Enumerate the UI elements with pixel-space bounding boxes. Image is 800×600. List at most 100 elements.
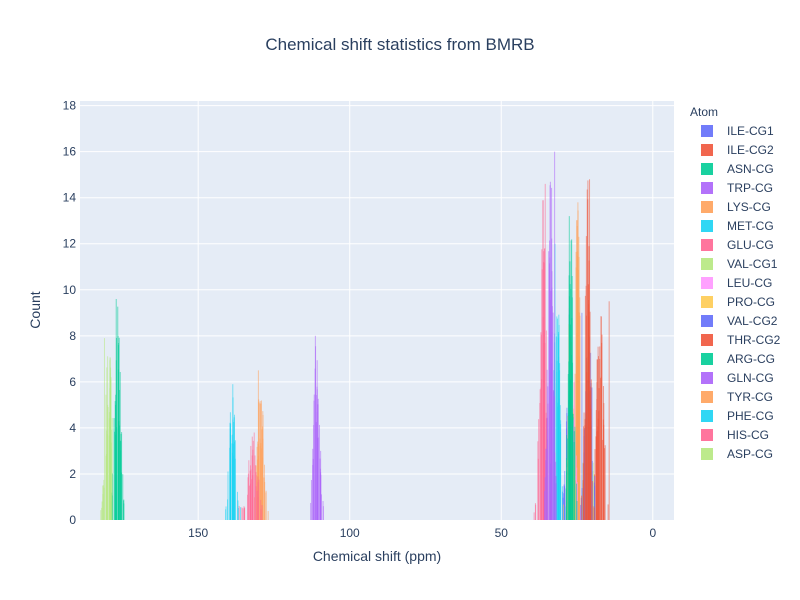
legend-swatch: [701, 353, 713, 365]
histogram-bar: [543, 251, 545, 520]
series-asp-cg: [100, 338, 113, 520]
histogram-bar: [557, 331, 559, 520]
histogram-bar: [554, 151, 556, 520]
x-tick-label: 100: [340, 526, 360, 540]
histogram-bar: [233, 417, 235, 520]
legend-label: VAL-CG1: [727, 257, 778, 271]
histogram-bar: [119, 371, 121, 520]
y-tick-label: 18: [63, 99, 77, 113]
histogram-bar: [541, 269, 543, 520]
histogram-bar: [551, 306, 553, 520]
histogram-bar: [595, 436, 597, 520]
legend-item-asn-cg[interactable]: ASN-CG: [701, 162, 774, 176]
histogram-bar: [319, 458, 321, 520]
histogram-bar: [569, 284, 571, 520]
histogram-bar: [322, 501, 324, 520]
legend-item-val-cg1[interactable]: VAL-CG1: [701, 257, 778, 271]
histogram-bar: [576, 220, 578, 521]
legend-label: HIS-CG: [727, 428, 769, 442]
histogram-bar: [590, 379, 592, 520]
legend-item-lys-cg[interactable]: LYS-CG: [701, 200, 771, 214]
legend-item-trp-cg[interactable]: TRP-CG: [701, 181, 773, 195]
histogram-bar: [587, 284, 589, 520]
y-tick-label: 6: [69, 375, 76, 389]
y-tick-label: 4: [69, 421, 76, 435]
histogram-bar: [568, 361, 570, 520]
legend-label: PHE-CG: [727, 409, 774, 423]
legend-label: LEU-CG: [727, 276, 772, 290]
histogram-bar: [570, 354, 572, 520]
histogram-bar: [101, 501, 103, 520]
legend-item-his-cg[interactable]: HIS-CG: [701, 428, 769, 442]
series-trp-cg: [310, 335, 324, 520]
histogram-bar: [546, 369, 548, 520]
histogram-bar: [582, 480, 584, 520]
histogram-bar: [252, 440, 254, 520]
histogram-bar: [597, 418, 599, 520]
legend-item-tyr-cg[interactable]: TYR-CG: [701, 390, 773, 404]
legend-item-met-cg[interactable]: MET-CG: [701, 219, 774, 233]
legend-item-ile-cg1[interactable]: ILE-CG1: [701, 124, 774, 138]
histogram-bar: [592, 471, 594, 520]
histogram-bar: [318, 424, 320, 520]
histogram-bar: [553, 390, 555, 520]
histogram-bar: [232, 434, 234, 520]
histogram-bar: [604, 448, 606, 520]
legend-item-thr-cg2[interactable]: THR-CG2: [701, 333, 781, 347]
histogram-bar: [594, 475, 596, 520]
x-tick-label: 150: [188, 526, 208, 540]
y-tick-label: 0: [69, 513, 76, 527]
histogram-bar: [260, 448, 262, 520]
legend-item-arg-cg[interactable]: ARG-CG: [701, 352, 775, 366]
histogram-bar: [317, 437, 319, 520]
histogram-bar: [310, 502, 312, 520]
histogram-bar: [564, 470, 566, 520]
legend-item-pro-cg[interactable]: PRO-CG: [701, 295, 775, 309]
histogram-bar: [117, 306, 119, 520]
histogram-bar: [251, 479, 253, 520]
histogram-bar: [575, 483, 577, 520]
chart-title: Chemical shift statistics from BMRB: [265, 35, 534, 54]
histogram-bar: [559, 370, 561, 520]
legend-swatch: [701, 391, 713, 403]
legend-swatch: [701, 372, 713, 384]
legend-item-val-cg2[interactable]: VAL-CG2: [701, 314, 778, 328]
histogram-bar: [599, 346, 601, 520]
legend-swatch: [701, 163, 713, 175]
histogram-bar: [258, 479, 260, 520]
histogram-bar: [608, 301, 610, 520]
series-gln-cg: [544, 151, 557, 520]
histogram-bar: [109, 360, 111, 520]
histogram-bar: [576, 481, 578, 520]
legend-label: ILE-CG1: [727, 124, 774, 138]
x-tick-label: 50: [495, 526, 509, 540]
histogram-bar: [106, 434, 108, 520]
legend-item-ile-cg2[interactable]: ILE-CG2: [701, 143, 774, 157]
histogram-bar: [550, 290, 552, 520]
histogram-bar: [242, 508, 244, 520]
histogram-bar: [544, 490, 546, 520]
legend-label: VAL-CG2: [727, 314, 778, 328]
legend-item-glu-cg[interactable]: GLU-CG: [701, 238, 774, 252]
histogram-bar: [538, 419, 540, 520]
series-his-cg: [238, 432, 263, 520]
histogram-bar: [265, 490, 267, 520]
histogram-bar: [262, 438, 264, 520]
histogram-bar: [119, 425, 121, 520]
legend[interactable]: Atom ILE-CG1 ILE-CG2 ASN-CG TRP-CG LYS-CG MET…: [690, 105, 781, 461]
histogram-bar: [110, 367, 112, 520]
histogram-bar: [260, 443, 262, 520]
histogram-bar: [103, 338, 105, 520]
histogram-bar: [122, 474, 124, 520]
legend-item-phe-cg[interactable]: PHE-CG: [701, 409, 774, 423]
y-axis: 0 2 4 6 8 10 12 14 16 18: [63, 99, 77, 527]
histogram-bar: [603, 424, 605, 520]
legend-item-gln-cg[interactable]: GLN-CG: [701, 371, 774, 385]
legend-item-asp-cg[interactable]: ASP-CG: [701, 447, 773, 461]
histogram-bar: [315, 346, 317, 520]
histogram-bar: [247, 494, 249, 520]
legend-item-leu-cg[interactable]: LEU-CG: [701, 276, 772, 290]
histogram-bar: [576, 500, 578, 520]
y-tick-label: 10: [63, 283, 77, 297]
